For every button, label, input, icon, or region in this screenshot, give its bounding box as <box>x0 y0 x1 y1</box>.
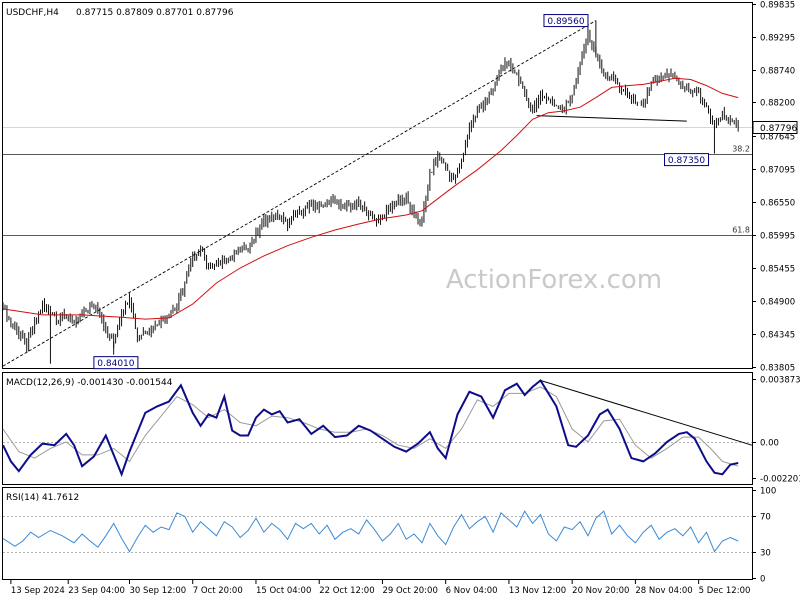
fib-level-label: 38.2 <box>732 145 750 154</box>
macd-main-line <box>2 379 739 478</box>
price-annotation-label: 0.89560 <box>547 17 584 27</box>
rsi-layer <box>2 510 752 553</box>
price-y-tick-label: 0.86550 <box>760 199 795 209</box>
current-price-badge <box>752 121 798 134</box>
rsi-line <box>2 510 739 553</box>
x-axis-tick-label: 15 Oct 04:00 <box>256 586 311 596</box>
price-y-tick-label: 0.87645 <box>760 133 795 143</box>
x-axis-tick-label: 13 Sep 2024 <box>11 586 65 596</box>
x-axis-tick-label: 30 Sep 12:00 <box>129 586 186 596</box>
fib-level-label: 61.8 <box>732 226 750 235</box>
rsi-panel-title: RSI(14) 41.7612 <box>6 493 79 503</box>
x-axis-tick-label: 13 Nov 12:00 <box>509 586 566 596</box>
watermark: ActionForex.com <box>446 265 662 295</box>
macd-trendline <box>540 379 753 446</box>
price-y-tick-label: 0.83805 <box>760 364 795 374</box>
x-axis-tick-label: 7 Oct 20:00 <box>193 586 243 596</box>
price-panel-title: USDCHF,H4 <box>6 8 59 18</box>
price-y-tick-label: 0.85455 <box>760 265 795 275</box>
price-panel-frame <box>2 2 753 369</box>
uptrend-dashed-line <box>2 20 597 367</box>
price-annotation-box <box>664 153 710 167</box>
price-y-tick-label: 0.89835 <box>760 1 795 11</box>
price-annotation-label: 0.84010 <box>97 359 134 369</box>
macd-panel-frame <box>2 372 753 485</box>
rsi-panel-frame <box>2 487 753 580</box>
macd-y-tick-label: 0.00 <box>760 439 779 449</box>
price-y-tick-label: 0.87095 <box>760 166 795 176</box>
price-y-tick-label: 0.88740 <box>760 67 795 77</box>
current-price-label: 0.87796 <box>760 124 797 134</box>
price-y-tick-label: 0.89295 <box>760 34 795 44</box>
axis-layer: 0.89835 0.89295 0.88740 0.88200 0.87645 0.870… <box>10 1 800 596</box>
price-y-tick-label: 0.84345 <box>760 331 795 341</box>
price-annotation-label: 0.87350 <box>668 156 705 166</box>
x-axis-tick-label: 29 Oct 20:00 <box>382 586 437 596</box>
price-annotation-box <box>543 14 589 28</box>
rsi-y-tick-label: 70 <box>760 513 771 523</box>
x-axis-tick-label: 28 Nov 04:00 <box>635 586 692 596</box>
price-y-tick-label: 0.84900 <box>760 298 795 308</box>
macd-layer <box>2 379 753 478</box>
rsi-y-tick-label: 100 <box>760 487 776 497</box>
neckline-trendline <box>536 115 687 122</box>
rsi-y-tick-label: 0 <box>760 575 765 585</box>
price-bars <box>2 20 739 364</box>
price-annotation-box <box>93 356 139 370</box>
macd-y-tick-label: 0.003873 <box>760 376 800 386</box>
x-axis-tick-label: 5 Dec 12:00 <box>699 586 751 596</box>
rsi-y-tick-label: 30 <box>760 549 771 559</box>
x-axis-tick-label: 22 Oct 12:00 <box>319 586 374 596</box>
macd-panel-title: MACD(12,26,9) -0.001430 -0.001544 <box>6 378 173 388</box>
price-layer: 38.2 61.8 0.89560 0.87350 0.84010 <box>2 14 752 370</box>
x-axis-tick-label: 20 Nov 20:00 <box>572 586 629 596</box>
moving-average-line <box>2 77 739 320</box>
x-axis-tick-label: 23 Sep 04:00 <box>68 586 125 596</box>
price-y-tick-label: 0.88200 <box>760 99 795 109</box>
price-y-tick-label: 0.85995 <box>760 232 795 242</box>
macd-y-tick-label: -0.002201 <box>760 475 800 485</box>
price-panel-ohlc: 0.87715 0.87809 0.87701 0.87796 <box>76 8 234 18</box>
x-axis-tick-label: 6 Nov 04:00 <box>446 586 498 596</box>
